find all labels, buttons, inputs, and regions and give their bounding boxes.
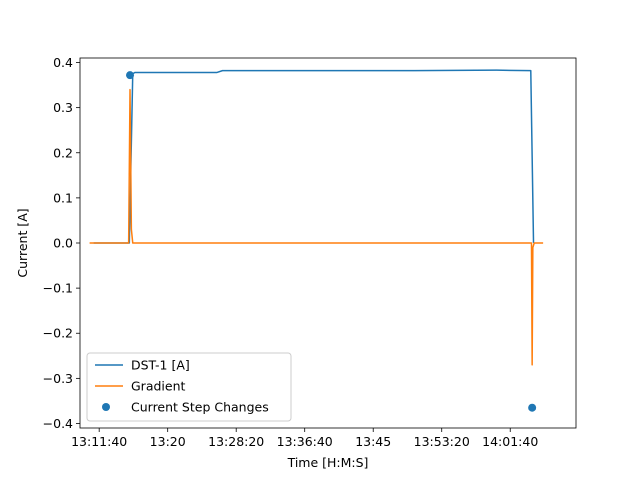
y-axis: 0.4 0.3 0.2 0.1 0.0 −0.1 −0.2 −0.3 −0.4	[43, 55, 80, 431]
step-change-point	[528, 403, 537, 412]
y-tick-label: 0.1	[53, 190, 73, 205]
x-tick-label: 14:01:40	[482, 434, 538, 449]
x-axis-title: Time [H:M:S]	[287, 455, 369, 470]
y-tick-label: 0.0	[53, 236, 73, 251]
y-tick-label: −0.3	[43, 371, 73, 386]
series-layer	[89, 69, 544, 412]
y-axis-title: Current [A]	[15, 208, 30, 277]
y-tick-label: −0.1	[43, 281, 73, 296]
x-tick-label: 13:53:20	[414, 434, 470, 449]
y-tick-label: 0.2	[53, 145, 73, 160]
x-tick-label: 13:28:20	[208, 434, 264, 449]
legend-box	[86, 352, 292, 422]
legend-label: Current Step Changes	[131, 400, 269, 415]
series-line-gradient	[89, 88, 544, 366]
y-tick-label: 0.4	[53, 55, 73, 70]
y-tick-label: 0.3	[53, 100, 73, 115]
x-tick-label: 13:36:40	[277, 434, 333, 449]
legend-label: DST-1 [A]	[131, 358, 190, 373]
step-change-point	[126, 71, 135, 80]
legend-swatch	[102, 403, 110, 411]
y-tick-label: −0.2	[43, 326, 73, 341]
x-tick-label: 13:45	[355, 434, 391, 449]
legend-label: Gradient	[131, 379, 186, 394]
x-tick-label: 13:11:40	[71, 434, 127, 449]
x-axis: 13:11:40 13:20 13:28:20 13:36:40 13:45 13:53:…	[71, 428, 538, 449]
y-tick-label: −0.4	[43, 416, 73, 431]
legend: DST-1 [A] Gradient Current Step Changes	[86, 352, 292, 422]
x-tick-label: 13:20	[150, 434, 186, 449]
